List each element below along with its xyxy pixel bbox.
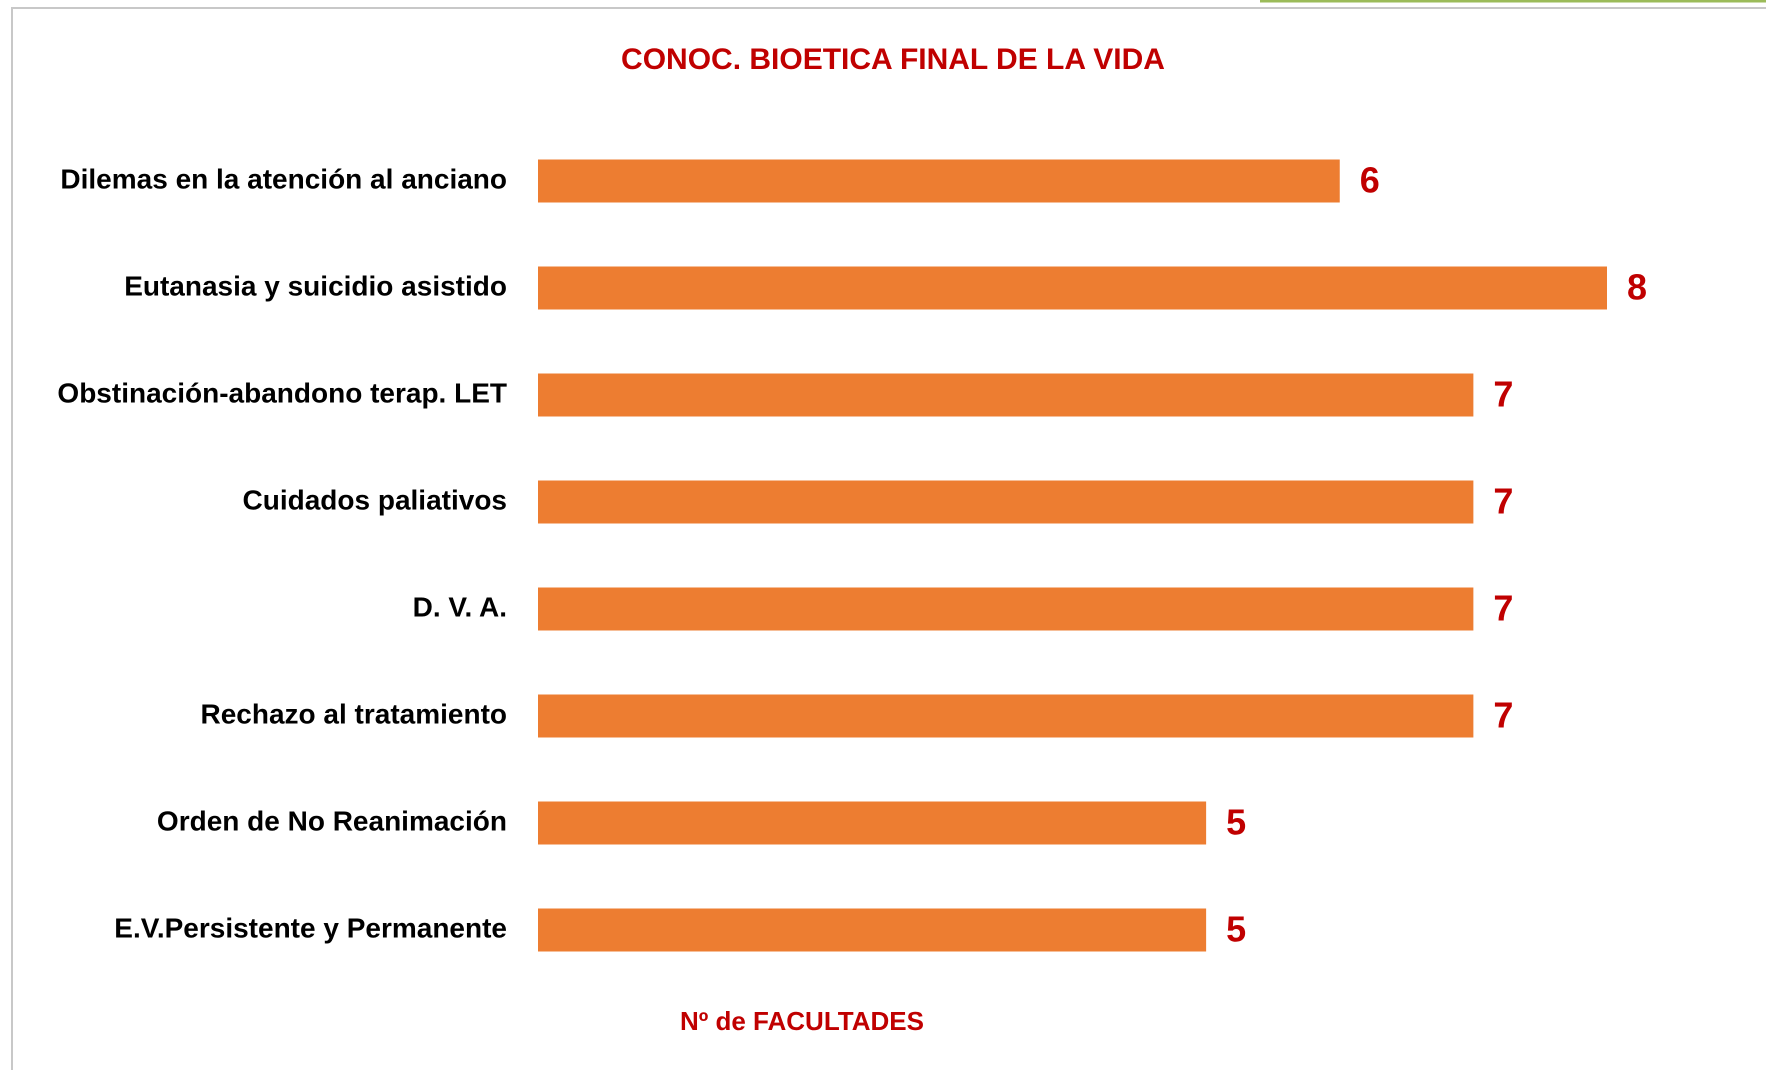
bar bbox=[538, 480, 1474, 524]
y-tick-label: Orden de No Reanimación bbox=[157, 805, 507, 836]
bar bbox=[538, 694, 1474, 738]
bar bbox=[538, 801, 1207, 845]
value-label: 7 bbox=[1493, 588, 1513, 629]
y-tick-label: Cuidados paliativos bbox=[243, 484, 508, 515]
y-tick-label: Eutanasia y suicidio asistido bbox=[124, 270, 507, 301]
bar bbox=[538, 587, 1474, 631]
value-label: 7 bbox=[1493, 374, 1513, 415]
y-tick-label: Dilemas en la atención al anciano bbox=[60, 163, 507, 194]
value-label: 5 bbox=[1226, 909, 1246, 950]
bar bbox=[538, 159, 1340, 203]
y-tick-label: D. V. A. bbox=[413, 591, 507, 622]
bar bbox=[538, 908, 1207, 952]
value-label: 7 bbox=[1493, 695, 1513, 736]
bar bbox=[538, 373, 1474, 417]
value-label: 5 bbox=[1226, 802, 1246, 843]
value-label: 8 bbox=[1627, 267, 1647, 308]
value-label: 7 bbox=[1493, 481, 1513, 522]
y-tick-label: E.V.Persistente y Permanente bbox=[114, 912, 507, 943]
x-axis-label: Nº de FACULTADES bbox=[680, 1006, 924, 1036]
bar bbox=[538, 266, 1607, 310]
chart-title: CONOC. BIOETICA FINAL DE LA VIDA bbox=[621, 43, 1165, 76]
value-label: 6 bbox=[1360, 160, 1380, 201]
chart-border bbox=[11, 7, 1766, 1070]
y-tick-label: Rechazo al tratamiento bbox=[200, 698, 507, 729]
y-tick-label: Obstinación-abandono terap. LET bbox=[57, 377, 507, 408]
